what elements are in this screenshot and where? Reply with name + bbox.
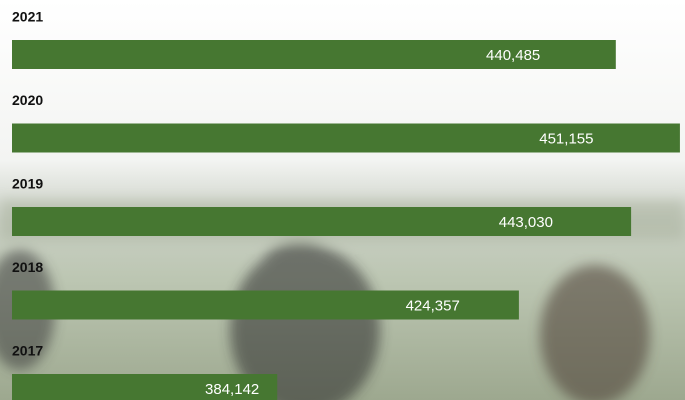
value-label: 451,155 (539, 130, 593, 147)
year-label: 2019 (12, 176, 43, 192)
year-label: 2017 (12, 343, 43, 359)
value-label: 384,142 (205, 381, 259, 398)
value-label: 424,357 (406, 297, 460, 314)
value-label: 443,030 (499, 214, 553, 231)
year-label: 2020 (12, 92, 43, 108)
year-label: 2021 (12, 9, 43, 25)
year-label: 2018 (12, 259, 43, 275)
chart: 2021 440,485 2020 451,155 2019 443,030 2018 424… (0, 0, 685, 400)
value-label: 440,485 (486, 47, 540, 64)
